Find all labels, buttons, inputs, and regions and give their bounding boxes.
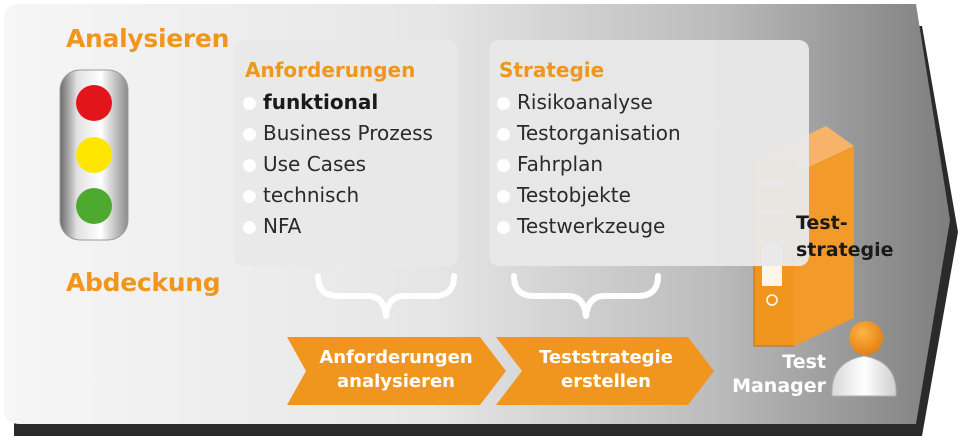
bullet-icon	[243, 97, 256, 110]
process-step-analyze	[287, 337, 506, 405]
binder-label-line1: Test-	[796, 212, 848, 234]
requirements-list-item: NFA	[241, 211, 433, 242]
requirements-list-item: technisch	[241, 180, 433, 211]
strategy-list-item: Risikoanalyse	[495, 87, 681, 118]
requirements-list: funktional Business Prozess Use Cases techn…	[241, 87, 433, 242]
traffic-light-red	[76, 85, 112, 121]
traffic-light-green	[76, 188, 112, 224]
process-step-analyze-line2: analysieren	[336, 371, 455, 392]
binder-label-line2: strategie	[796, 239, 894, 261]
requirements-list-item-label: Business Prozess	[263, 121, 433, 145]
bullet-icon	[243, 221, 256, 234]
strategy-panel-title: Strategie	[499, 58, 605, 82]
requirements-list-item: funktional	[241, 87, 433, 118]
process-step-analyze-label: Anforderungen analysieren	[298, 346, 494, 394]
strategy-panel	[489, 40, 809, 266]
process-step-create-line1: Teststrategie	[539, 347, 673, 368]
requirements-panel	[234, 40, 458, 266]
manager-label-line2: Manager	[732, 375, 826, 397]
requirements-list-item-label: Use Cases	[263, 152, 367, 176]
strategy-list-item: Testobjekte	[495, 180, 681, 211]
strategy-list-item: Testorganisation	[495, 118, 681, 149]
requirements-list-item-label: NFA	[263, 214, 302, 238]
strategy-list-item: Testwerkzeuge	[495, 211, 681, 242]
process-step-create	[496, 337, 714, 405]
bullet-icon	[497, 221, 510, 234]
process-step-create-line2: erstellen	[561, 371, 651, 392]
heading-abdeckung: Abdeckung	[66, 268, 221, 297]
strategy-list-item-label: Testwerkzeuge	[517, 214, 666, 238]
bullet-icon	[497, 128, 510, 141]
requirements-list-item: Business Prozess	[241, 118, 433, 149]
binder-label: Test- strategie	[796, 210, 894, 264]
bullet-icon	[243, 190, 256, 203]
bullet-icon	[497, 190, 510, 203]
bullet-icon	[243, 159, 256, 172]
strategy-list: Risikoanalyse Testorganisation Fahrplan Tes…	[495, 87, 681, 242]
requirements-list-item-label: technisch	[263, 183, 360, 207]
manager-label-line1: Test	[782, 351, 826, 373]
process-step-analyze-line1: Anforderungen	[319, 347, 473, 368]
traffic-light-yellow	[76, 137, 112, 173]
requirements-panel-title: Anforderungen	[245, 58, 416, 82]
requirements-list-item: Use Cases	[241, 149, 433, 180]
requirements-list-item-label: funktional	[263, 90, 379, 114]
manager-icon	[831, 321, 897, 397]
manager-label: Test Manager	[722, 350, 826, 398]
strategy-list-item-label: Testorganisation	[517, 121, 681, 145]
bullet-icon	[497, 159, 510, 172]
brace-requirements	[315, 273, 457, 319]
bullet-icon	[243, 128, 256, 141]
heading-analysieren: Analysieren	[66, 24, 230, 53]
bullet-icon	[497, 97, 510, 110]
strategy-list-item-label: Testobjekte	[517, 183, 631, 207]
strategy-list-item-label: Risikoanalyse	[517, 90, 653, 114]
strategy-list-item: Fahrplan	[495, 149, 681, 180]
brace-strategy	[511, 273, 661, 319]
process-step-create-label: Teststrategie erstellen	[508, 346, 704, 394]
strategy-list-item-label: Fahrplan	[517, 152, 604, 176]
